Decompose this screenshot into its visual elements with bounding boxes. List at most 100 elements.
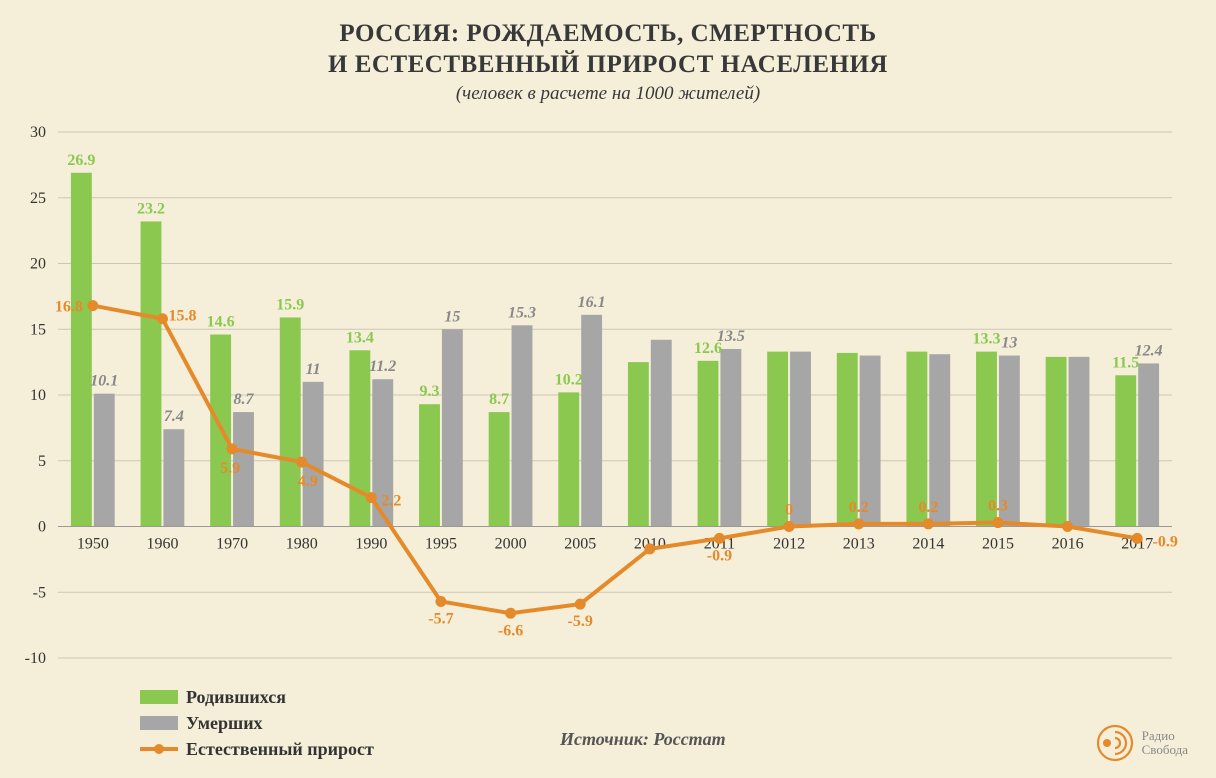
y-tick-label: 25 — [30, 190, 46, 207]
x-tick-label: 1970 — [216, 536, 248, 553]
bar-died — [512, 325, 533, 526]
bar-born — [1046, 357, 1067, 527]
data-label-died: 11 — [306, 361, 321, 378]
line-marker — [1132, 533, 1142, 543]
subtitle: (человек в расчете на 1000 жителей) — [0, 83, 1216, 105]
y-tick-label: 5 — [38, 453, 46, 470]
legend-label: Родившихся — [186, 687, 286, 708]
data-label-died: 7.4 — [164, 408, 184, 425]
data-label-died: 11.2 — [369, 358, 396, 375]
chart-container: РОССИЯ: РОЖДАЕМОСТЬ, СМЕРТНОСТЬ И ЕСТЕСТ… — [0, 0, 1216, 778]
data-label-born: 14.6 — [207, 314, 235, 331]
data-label-died: 15.3 — [508, 304, 536, 321]
data-label-natural: -6.6 — [498, 622, 523, 639]
data-label-natural: 0.2 — [849, 499, 869, 516]
chart-svg: -10-505101520253019501960197019801990199… — [50, 128, 1180, 688]
bar-died — [94, 394, 115, 527]
data-label-born: 23.2 — [137, 200, 165, 217]
y-tick-label: -5 — [33, 584, 46, 601]
data-label-died: 12.4 — [1135, 342, 1163, 359]
data-label-natural: -0.9 — [1153, 533, 1178, 550]
data-label-natural: 0.3 — [988, 498, 1008, 515]
bar-died — [163, 429, 184, 526]
line-marker — [297, 457, 307, 467]
y-tick-label: 0 — [38, 519, 46, 536]
line-marker — [645, 544, 655, 554]
data-label-born: 26.9 — [67, 152, 95, 169]
bar-died — [720, 349, 741, 527]
bar-died — [790, 352, 811, 527]
legend-label: Естественный прирост — [186, 739, 374, 760]
plot-area: -10-505101520253019501960197019801990199… — [50, 128, 1180, 688]
line-marker — [714, 533, 724, 543]
legend-swatch — [140, 742, 178, 756]
bar-born — [141, 221, 162, 526]
x-tick-label: 2015 — [982, 536, 1014, 553]
data-label-born: 13.3 — [972, 331, 1000, 348]
logo-line-1: Радио — [1142, 729, 1188, 743]
line-marker — [506, 608, 516, 618]
bar-died — [1138, 363, 1159, 526]
line-marker — [993, 518, 1003, 528]
data-label-natural: -5.9 — [568, 613, 593, 630]
line-marker — [366, 493, 376, 503]
line-marker — [88, 301, 98, 311]
data-label-natural: 2.2 — [381, 493, 401, 510]
legend-swatch — [140, 716, 178, 730]
source-text: Источник: Росстат — [560, 729, 726, 750]
data-label-natural: -0.9 — [707, 547, 732, 564]
logo-text: Радио Свобода — [1142, 729, 1188, 758]
data-label-died: 10.1 — [90, 373, 118, 390]
bar-born — [489, 412, 510, 526]
bar-died — [651, 340, 672, 527]
x-tick-label: 2016 — [1052, 536, 1084, 553]
data-label-died: 16.1 — [578, 294, 606, 311]
logo-line-2: Свобода — [1142, 743, 1188, 757]
y-tick-label: 15 — [30, 321, 46, 338]
logo: Радио Свобода — [1094, 722, 1188, 764]
bar-born — [558, 392, 579, 526]
legend-label: Умерших — [186, 713, 263, 734]
logo-icon — [1094, 722, 1136, 764]
y-tick-label: 20 — [30, 256, 46, 273]
bar-born — [280, 317, 301, 526]
line-marker — [575, 599, 585, 609]
legend-item-born: Родившихся — [140, 684, 374, 710]
data-label-natural: 5.9 — [220, 460, 240, 477]
legend-item-natural: Естественный прирост — [140, 736, 374, 762]
x-tick-label: 1990 — [355, 536, 387, 553]
bar-born — [767, 352, 788, 527]
bar-died — [581, 315, 602, 527]
bar-born — [71, 173, 92, 527]
line-marker — [784, 522, 794, 532]
data-label-died: 8.7 — [234, 391, 255, 408]
data-label-born: 13.4 — [346, 329, 374, 346]
bar-died — [1069, 357, 1090, 527]
data-label-born: 10.2 — [555, 371, 583, 388]
data-label-natural: 0.2 — [918, 499, 938, 516]
x-tick-label: 1980 — [286, 536, 318, 553]
data-label-natural: -5.7 — [428, 610, 453, 627]
bar-born — [419, 404, 440, 526]
title-line-2: И ЕСТЕСТВЕННЫЙ ПРИРОСТ НАСЕЛЕНИЯ — [0, 49, 1216, 80]
y-tick-label: 30 — [30, 124, 46, 141]
x-tick-label: 2014 — [912, 536, 944, 553]
x-tick-label: 1950 — [77, 536, 109, 553]
data-label-died: 13 — [1001, 335, 1017, 352]
line-marker — [436, 596, 446, 606]
title-block: РОССИЯ: РОЖДАЕМОСТЬ, СМЕРТНОСТЬ И ЕСТЕСТ… — [0, 18, 1216, 105]
bar-died — [303, 382, 324, 527]
data-label-natural: 4.9 — [298, 473, 318, 490]
y-tick-label: -10 — [25, 650, 46, 667]
line-marker — [854, 519, 864, 529]
line-marker — [1063, 522, 1073, 532]
x-tick-label: 2012 — [773, 536, 805, 553]
bar-died — [442, 329, 463, 526]
bar-born — [1115, 375, 1136, 526]
bar-born — [698, 361, 719, 527]
data-label-died: 13.5 — [717, 328, 745, 345]
bar-born — [628, 362, 649, 526]
data-label-died: 15 — [444, 308, 460, 325]
line-marker — [157, 314, 167, 324]
data-label-natural: 16.8 — [55, 299, 83, 316]
